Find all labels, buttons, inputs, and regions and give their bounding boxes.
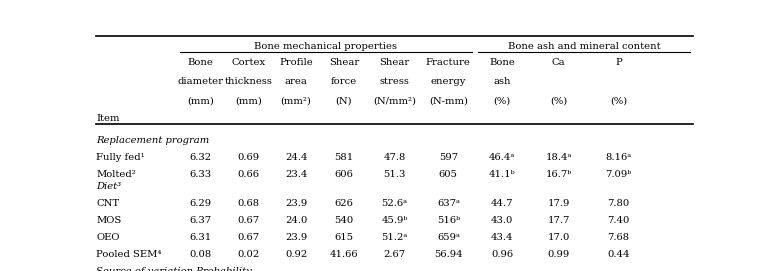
Text: 52.6ᵃ: 52.6ᵃ — [382, 199, 407, 208]
Text: Fracture: Fracture — [426, 57, 470, 67]
Text: Profile: Profile — [280, 57, 313, 67]
Text: 6.31: 6.31 — [189, 233, 212, 242]
Text: 7.80: 7.80 — [608, 199, 630, 208]
Text: 6.33: 6.33 — [189, 170, 212, 179]
Text: 8.16ᵃ: 8.16ᵃ — [605, 153, 631, 162]
Text: 23.9: 23.9 — [285, 199, 307, 208]
Text: 46.4ᵃ: 46.4ᵃ — [489, 153, 515, 162]
Text: 7.68: 7.68 — [608, 233, 629, 242]
Text: 626: 626 — [334, 199, 353, 208]
Text: area: area — [285, 77, 307, 86]
Text: 0.99: 0.99 — [547, 250, 570, 259]
Text: Source of variation Probability: Source of variation Probability — [96, 267, 252, 271]
Text: 6.29: 6.29 — [189, 199, 212, 208]
Text: 43.4: 43.4 — [490, 233, 514, 242]
Text: stress: stress — [380, 77, 410, 86]
Text: 7.09ᵇ: 7.09ᵇ — [605, 170, 631, 179]
Text: 0.68: 0.68 — [237, 199, 259, 208]
Text: 0.69: 0.69 — [237, 153, 259, 162]
Text: 45.9ᵇ: 45.9ᵇ — [381, 216, 408, 225]
Text: MOS: MOS — [96, 216, 122, 225]
Text: Bone mechanical properties: Bone mechanical properties — [255, 42, 397, 51]
Text: 0.67: 0.67 — [237, 233, 259, 242]
Text: 18.4ᵃ: 18.4ᵃ — [545, 153, 572, 162]
Text: 605: 605 — [439, 170, 458, 179]
Text: Replacement program: Replacement program — [96, 136, 209, 145]
Text: 24.4: 24.4 — [285, 153, 307, 162]
Text: 597: 597 — [439, 153, 458, 162]
Text: Pooled SEM⁴: Pooled SEM⁴ — [96, 250, 162, 259]
Text: 659ᵃ: 659ᵃ — [437, 233, 460, 242]
Text: 56.94: 56.94 — [434, 250, 463, 259]
Text: 0.02: 0.02 — [237, 250, 259, 259]
Text: 41.66: 41.66 — [330, 250, 358, 259]
Text: (N-mm): (N-mm) — [429, 96, 468, 105]
Text: 2.67: 2.67 — [383, 250, 406, 259]
Text: force: force — [331, 77, 357, 86]
Text: 0.44: 0.44 — [608, 250, 630, 259]
Text: Cortex: Cortex — [231, 57, 266, 67]
Text: Item: Item — [96, 114, 120, 123]
Text: (mm): (mm) — [235, 96, 262, 105]
Text: Shear: Shear — [329, 57, 359, 67]
Text: 17.9: 17.9 — [547, 199, 570, 208]
Text: (mm): (mm) — [187, 96, 214, 105]
Text: (N/mm²): (N/mm²) — [373, 96, 416, 105]
Text: 615: 615 — [334, 233, 353, 242]
Text: Fully fed¹: Fully fed¹ — [96, 153, 145, 162]
Text: Molted²: Molted² — [96, 170, 136, 179]
Text: 24.0: 24.0 — [285, 216, 307, 225]
Text: ash: ash — [494, 77, 511, 86]
Text: Bone: Bone — [489, 57, 515, 67]
Text: energy: energy — [430, 77, 466, 86]
Text: 23.4: 23.4 — [285, 170, 307, 179]
Text: 17.0: 17.0 — [547, 233, 570, 242]
Text: 51.3: 51.3 — [383, 170, 406, 179]
Text: 0.96: 0.96 — [491, 250, 513, 259]
Text: 0.08: 0.08 — [189, 250, 212, 259]
Text: 7.40: 7.40 — [608, 216, 630, 225]
Text: 540: 540 — [334, 216, 353, 225]
Text: OEO: OEO — [96, 233, 120, 242]
Text: Bone ash and mineral content: Bone ash and mineral content — [507, 42, 661, 51]
Text: P: P — [615, 57, 622, 67]
Text: 23.9: 23.9 — [285, 233, 307, 242]
Text: 16.7ᵇ: 16.7ᵇ — [546, 170, 572, 179]
Text: 0.92: 0.92 — [285, 250, 307, 259]
Text: (%): (%) — [550, 96, 567, 105]
Text: diameter: diameter — [178, 77, 223, 86]
Text: 0.66: 0.66 — [237, 170, 259, 179]
Text: 516ᵇ: 516ᵇ — [437, 216, 460, 225]
Text: Bone: Bone — [188, 57, 213, 67]
Text: 51.2ᵃ: 51.2ᵃ — [381, 233, 408, 242]
Text: Diet³: Diet³ — [96, 182, 122, 191]
Text: 43.0: 43.0 — [490, 216, 514, 225]
Text: 637ᵃ: 637ᵃ — [437, 199, 460, 208]
Text: (mm²): (mm²) — [281, 96, 312, 105]
Text: Ca: Ca — [552, 57, 565, 67]
Text: 6.37: 6.37 — [189, 216, 212, 225]
Text: 581: 581 — [334, 153, 353, 162]
Text: 6.32: 6.32 — [189, 153, 212, 162]
Text: 47.8: 47.8 — [383, 153, 406, 162]
Text: (N): (N) — [336, 96, 352, 105]
Text: (%): (%) — [494, 96, 511, 105]
Text: 44.7: 44.7 — [490, 199, 514, 208]
Text: Shear: Shear — [380, 57, 410, 67]
Text: (%): (%) — [610, 96, 627, 105]
Text: thickness: thickness — [225, 77, 273, 86]
Text: 41.1ᵇ: 41.1ᵇ — [489, 170, 515, 179]
Text: 17.7: 17.7 — [547, 216, 570, 225]
Text: 606: 606 — [334, 170, 353, 179]
Text: 0.67: 0.67 — [237, 216, 259, 225]
Text: CNT: CNT — [96, 199, 119, 208]
